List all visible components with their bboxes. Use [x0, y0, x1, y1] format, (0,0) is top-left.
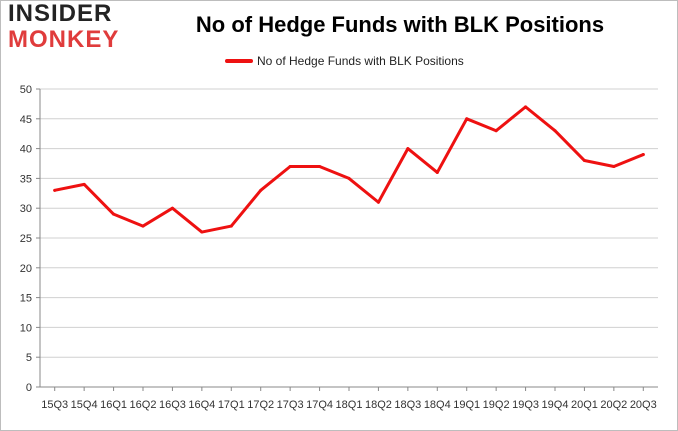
x-tick-label: 17Q4 [306, 399, 333, 411]
data-point [494, 129, 498, 133]
y-tick-label: 25 [20, 233, 32, 245]
x-tick-label: 18Q4 [424, 399, 451, 411]
x-tick-label: 20Q3 [630, 399, 657, 411]
data-point [141, 224, 145, 228]
x-tick-label: 20Q2 [600, 399, 627, 411]
x-tick-label: 19Q1 [453, 399, 480, 411]
y-tick-label: 15 [20, 293, 32, 305]
y-tick-label: 0 [26, 382, 32, 394]
x-tick-label: 19Q4 [542, 399, 569, 411]
x-axis: 15Q3 15Q4 16Q1 16Q2 16Q3 16Q4 17Q1 17Q2 17Q3 17Q4… [40, 386, 658, 411]
x-tick-label: 20Q1 [571, 399, 598, 411]
data-point [406, 147, 410, 151]
legend-swatch [225, 59, 253, 63]
y-tick-label: 40 [20, 144, 32, 156]
x-tick-label: 18Q1 [336, 399, 363, 411]
x-tick-label: 17Q2 [247, 399, 274, 411]
x-tick-label: 17Q1 [218, 399, 245, 411]
y-tick-label: 35 [20, 173, 32, 185]
logo-text-top: INSIDER [8, 0, 113, 27]
chart-title: No of Hedge Funds with BLK Positions [195, 12, 605, 37]
x-tick-label: 16Q4 [188, 399, 215, 411]
data-point [170, 206, 174, 210]
y-axis: 0 5 10 15 20 25 30 35 40 45 50 [20, 84, 41, 394]
insider-monkey-logo: INSIDER MONKEY [8, 2, 126, 54]
data-point [318, 164, 322, 168]
x-tick-label: 16Q1 [100, 399, 127, 411]
x-tick-label: 19Q3 [512, 399, 539, 411]
data-point [53, 188, 57, 192]
series-line [53, 105, 645, 234]
data-point [582, 159, 586, 163]
series-layer [53, 105, 645, 234]
data-point [641, 153, 645, 157]
data-point [259, 188, 263, 192]
x-tick-label: 17Q3 [277, 399, 304, 411]
x-tick-label: 19Q2 [483, 399, 510, 411]
data-point [553, 129, 557, 133]
y-tick-label: 45 [20, 114, 32, 126]
x-tick-label: 16Q3 [159, 399, 186, 411]
chart-legend: No of Hedge Funds with BLK Positions [225, 54, 464, 68]
legend-label: No of Hedge Funds with BLK Positions [257, 54, 464, 68]
data-point [82, 182, 86, 186]
data-point [347, 176, 351, 180]
data-point [288, 164, 292, 168]
data-point [465, 117, 469, 121]
data-point [612, 164, 616, 168]
y-tick-label: 50 [20, 84, 32, 96]
y-tick-label: 20 [20, 263, 32, 275]
y-tick-label: 5 [26, 352, 32, 364]
x-tick-label: 15Q3 [41, 399, 68, 411]
data-point [435, 170, 439, 174]
x-tick-label: 18Q2 [365, 399, 392, 411]
data-point [376, 200, 380, 204]
data-point [524, 105, 528, 109]
y-tick-label: 30 [20, 203, 32, 215]
data-point [229, 224, 233, 228]
data-point [200, 230, 204, 234]
x-tick-label: 15Q4 [71, 399, 98, 411]
data-point [112, 212, 116, 216]
logo-text-bottom: MONKEY [8, 26, 120, 53]
y-tick-label: 10 [20, 322, 32, 334]
x-tick-label: 16Q2 [130, 399, 157, 411]
x-tick-label: 18Q3 [394, 399, 421, 411]
grid-lines [40, 88, 658, 388]
